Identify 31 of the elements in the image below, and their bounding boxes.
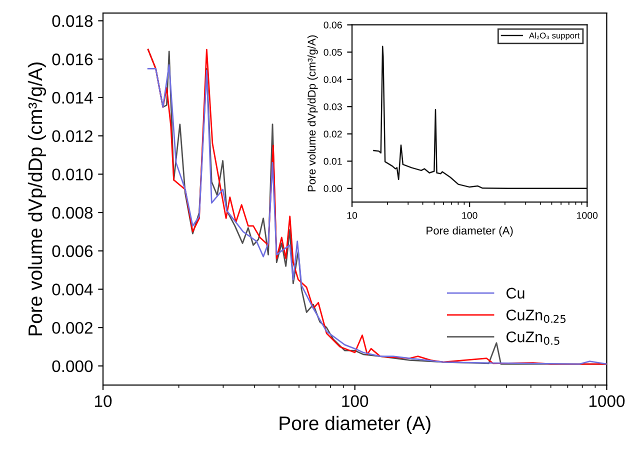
y-tick-label: 0.014 <box>52 92 93 104</box>
legend-label: CuZn$_{0.5}$ <box>506 332 560 345</box>
y-tick-label: 0.03 <box>324 103 342 110</box>
x-tick-label: 10 <box>95 395 112 408</box>
y-tick-label: 0.05 <box>324 48 342 56</box>
legend-label: Cu <box>506 288 524 299</box>
y-tick-label: 0.008 <box>52 206 93 219</box>
x-axis-title: Pore diameter (A) <box>426 226 513 237</box>
x-tick-label: 1000 <box>577 212 598 219</box>
x-tick-label: 1000 <box>589 395 625 408</box>
y-tick-label: 0.002 <box>52 322 92 334</box>
x-tick-label: 10 <box>347 212 358 219</box>
y-tick-label: 0.006 <box>52 245 93 258</box>
y-tick-label: 0.02 <box>324 130 342 138</box>
y-tick-label: 0.010 <box>52 168 93 180</box>
y-tick-label: 0.004 <box>52 284 93 296</box>
y-axis-title: Pore volume dVp/dDp (cm³/g/A) <box>28 62 46 336</box>
y-tick-label: 0.00 <box>324 185 342 192</box>
x-tick-label: 100 <box>462 212 478 219</box>
y-tick-label: 0.06 <box>324 22 342 28</box>
y-tick-label: 0.012 <box>52 130 92 142</box>
y-tick-label: 0.04 <box>324 76 342 83</box>
x-axis-title: Pore diameter (A) <box>280 416 430 434</box>
y-tick-label: 0.018 <box>52 15 93 27</box>
x-tick-label: 100 <box>342 395 368 408</box>
y-tick-label: 0.01 <box>324 158 342 165</box>
y-tick-label: 0.000 <box>52 360 93 372</box>
y-tick-label: 0.016 <box>52 54 93 66</box>
legend-label: CuZn$_{0.25}$ <box>506 310 566 323</box>
legend-label: Al₂O₃ support <box>529 32 580 40</box>
y-axis-title: Pore volume dVp/dDp (cm³/g/A) <box>307 35 318 192</box>
